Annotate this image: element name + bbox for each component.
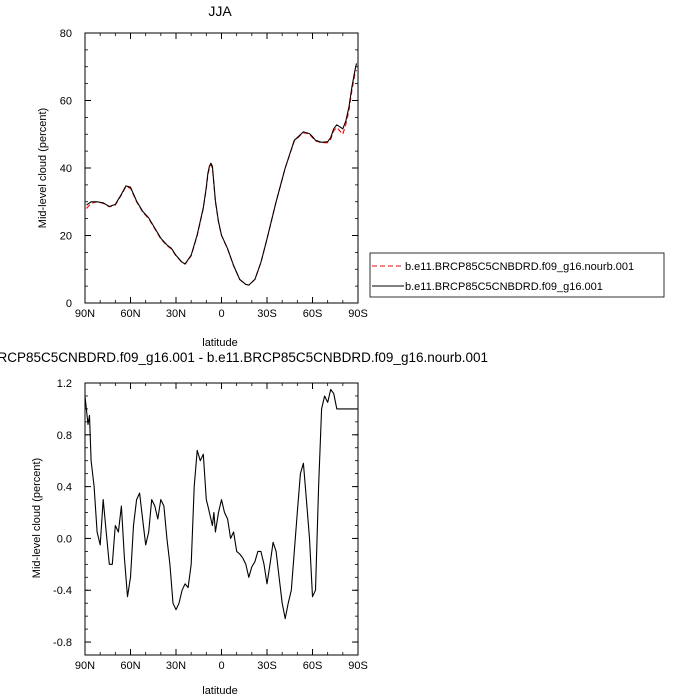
series-line-0-0 [86, 69, 358, 286]
bottom-y-axis-label: Mid-level cloud (percent) [31, 458, 43, 578]
top-axis-ticks: 90N 60N 30N 0 30S 60S 90S 0 20 40 60 80 [60, 28, 368, 320]
x-tick-label: 0 [218, 308, 224, 320]
y-tick-label: -0.4 [53, 585, 72, 597]
top-series-lines [86, 63, 358, 286]
bottom-chart-title: b.e11.BRCP85C5CNBDRD.f09_g16.001 - b.e11… [0, 350, 488, 365]
series-line-1-0 [84, 388, 358, 620]
top-plot-frame [84, 32, 359, 304]
y-tick-label: 20 [60, 231, 72, 243]
bottom-axis-ticks: 90N 60N 30N 0 30S 60S 90S -0.8 -0.4 0.0 0.4 0.8 1.2 [53, 378, 368, 672]
series-line-0-1 [86, 63, 358, 286]
y-tick-label: 80 [60, 28, 72, 40]
legend-label-base: b.e11.BRCP85C5CNBDRD.f09_g16.001 [405, 281, 603, 293]
y-tick-label: 40 [60, 163, 72, 175]
top-y-axis-label: Mid-level cloud (percent) [37, 108, 49, 228]
y-tick-label: 0.8 [57, 430, 72, 442]
x-tick-label: 60S [303, 660, 323, 672]
y-tick-label: 1.2 [57, 378, 72, 390]
x-tick-label: 90S [348, 308, 368, 320]
x-tick-label: 30S [257, 308, 277, 320]
y-tick-label: 0.4 [57, 482, 72, 494]
bottom-plot-frame [84, 382, 359, 656]
x-tick-label: 90S [348, 660, 368, 672]
y-tick-label: 0.0 [57, 533, 72, 545]
legend-frame [369, 252, 665, 298]
x-tick-label: 60N [120, 308, 140, 320]
y-tick-label: -0.8 [53, 637, 72, 649]
x-tick-label: 90N [75, 308, 95, 320]
x-tick-label: 60N [120, 660, 140, 672]
x-tick-label: 30N [166, 308, 186, 320]
bottom-panel: b.e11.BRCP85C5CNBDRD.f09_g16.001 - b.e11… [0, 350, 488, 697]
x-tick-label: 30N [166, 660, 186, 672]
top-x-axis-label: latitude [202, 337, 237, 349]
x-tick-label: 60S [303, 308, 323, 320]
y-tick-label: 60 [60, 96, 72, 108]
x-tick-label: 90N [75, 660, 95, 672]
legend: b.e11.BRCP85C5CNBDRD.f09_g16.nourb.001 b… [369, 252, 665, 298]
x-tick-label: 30S [257, 660, 277, 672]
bottom-x-axis-label: latitude [202, 685, 237, 697]
bottom-series-lines [84, 388, 358, 620]
x-tick-label: 0 [218, 660, 224, 672]
y-tick-label: 0 [66, 298, 72, 310]
top-chart-title: JJA [208, 3, 232, 19]
legend-label-nourb: b.e11.BRCP85C5CNBDRD.f09_g16.nourb.001 [405, 261, 634, 273]
top-panel: JJA Mid-level cloud (percent) latitude 9… [37, 3, 368, 349]
